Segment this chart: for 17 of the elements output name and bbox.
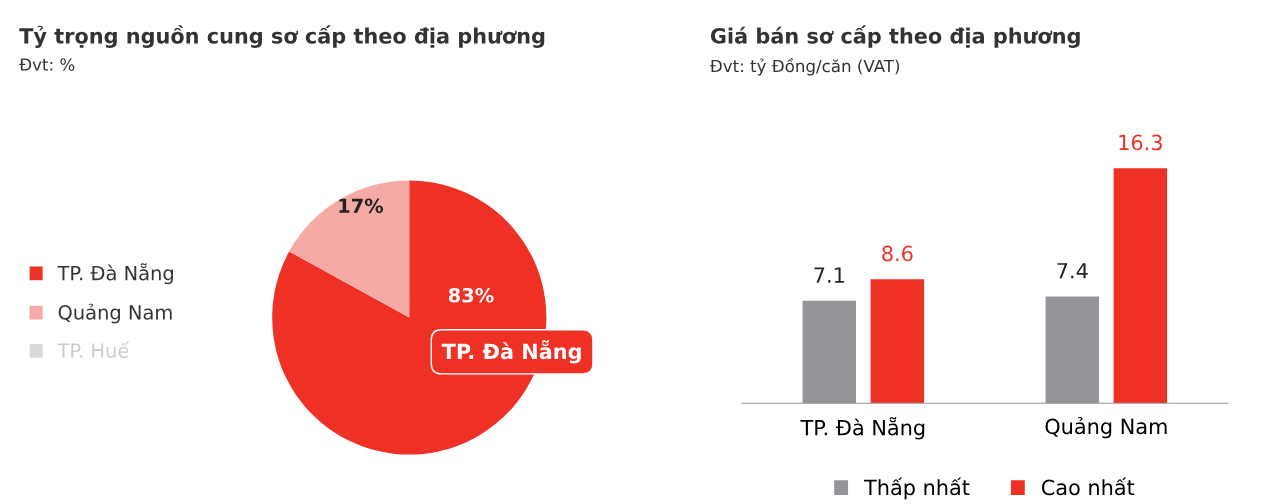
chart-title: Tỷ trọng nguồn cung sơ cấp theo địa phương — [19, 25, 545, 48]
chart-subtitle: Đvt: tỷ Đồng/căn (VAT) — [709, 57, 900, 76]
chart-title: Giá bán sơ cấp theo địa phương — [710, 25, 1080, 48]
legend-label: Quảng Nam — [58, 303, 172, 324]
data-label: 7.1 — [814, 267, 844, 283]
bar — [1113, 168, 1168, 404]
legend-label: Thấp nhất — [863, 477, 970, 500]
data-label: 8.6 — [882, 245, 913, 262]
bar — [870, 279, 925, 404]
data-label: 83% — [448, 287, 494, 303]
legend-label: TP. Đà Nẵng — [57, 263, 173, 285]
legend-label: Cao nhất — [1041, 477, 1135, 496]
data-label: 7.4 — [1057, 263, 1088, 279]
data-label: 17% — [339, 198, 384, 214]
data-label: 16.3 — [1119, 134, 1162, 151]
text: TP. Đà Nẵng — [441, 340, 581, 364]
chart-subtitle: Đvt: % — [19, 58, 75, 71]
